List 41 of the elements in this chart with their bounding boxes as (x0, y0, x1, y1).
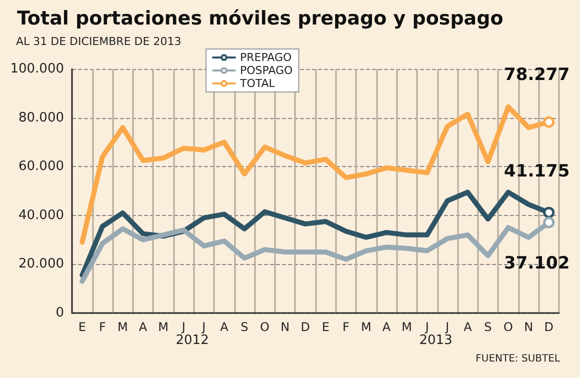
x-tick-label: O (504, 320, 513, 334)
x-tick-label: A (464, 320, 473, 334)
x-tick-label: S (484, 320, 492, 334)
y-tick-label: 20.000 (18, 256, 64, 272)
x-tick-label: M (158, 320, 168, 334)
legend-label: TOTAL (239, 77, 276, 90)
y-tick-label: 40.000 (18, 208, 64, 223)
chart-title: Total portaciones móviles prepago y pospago (17, 8, 504, 30)
text: 2012 (176, 333, 209, 348)
x-tick-label: M (118, 320, 128, 334)
x-tick-label: S (240, 320, 248, 334)
data-label: 78.277 (504, 64, 570, 85)
y-tick-label: 100.000 (10, 62, 64, 76)
y-tick-label: 0 (56, 306, 64, 320)
x-tick-label: A (382, 320, 392, 334)
x-tick-label: J (180, 320, 186, 334)
x-tick-label: A (138, 320, 148, 334)
x-tick-label: N (524, 320, 534, 334)
data-label: 37.102 (504, 254, 570, 274)
chart-subtitle: AL 31 DE DICIEMBRE DE 2013 (16, 35, 182, 48)
x-tick-label: E (322, 320, 330, 334)
x-tick-label: N (280, 320, 290, 334)
x-tick-label: D (300, 320, 310, 334)
legend-label: PREPAGO (240, 51, 292, 64)
data-label: 41.175 (504, 161, 570, 182)
x-tick-label: F (98, 320, 106, 334)
x-tick-label: F (342, 320, 350, 334)
y-tick-label: 60.000 (18, 159, 64, 174)
x-tick-label: J (444, 320, 450, 334)
x-tick-label: O (260, 320, 270, 334)
x-tick-label: A (220, 320, 230, 334)
x-tick-label: J (201, 320, 206, 334)
x-tick-label: E (78, 320, 86, 334)
source-note: FUENTE: SUBTEL (476, 354, 560, 364)
x-tick-label: D (544, 320, 554, 334)
legend-label: POSPAGO (240, 64, 294, 77)
x-tick-label: M (402, 320, 412, 334)
x-tick-label: M (361, 320, 372, 334)
x-tick-label: J (424, 320, 429, 334)
y-tick-label: 80.000 (18, 110, 64, 126)
text: 2013 (419, 333, 452, 348)
